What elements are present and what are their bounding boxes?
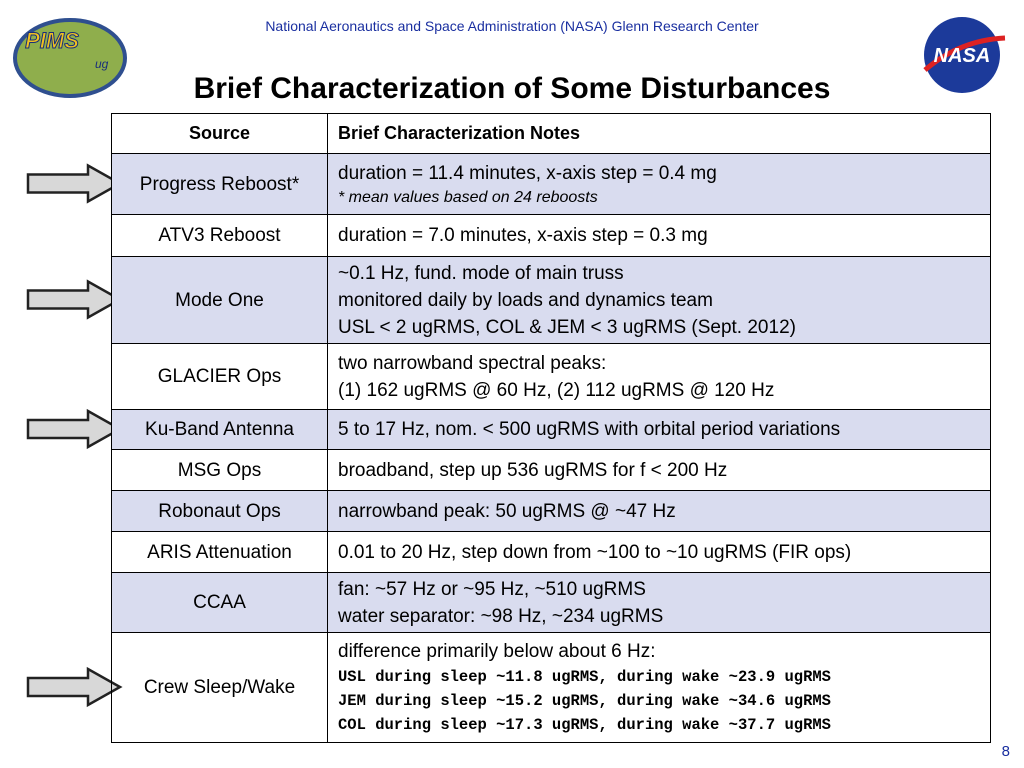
table-row: Robonaut Ops narrowband peak: 50 ugRMS @ … [111, 490, 991, 532]
pims-logo [13, 18, 127, 98]
header-cell: Source [111, 113, 328, 154]
table-row: Progress Reboost* duration = 11.4 minutes… [111, 153, 991, 215]
note-line: JEM during sleep ~15.2 ugRMS, during wak… [338, 692, 831, 710]
nasa-swoosh [923, 35, 1006, 72]
notes-cell: duration = 11.4 minutes, x-axis step = 0… [327, 153, 991, 215]
notes-cell: 0.01 to 20 Hz, step down from ~100 to ~1… [327, 531, 991, 573]
note-line: water separator: ~98 Hz, ~234 ugRMS [338, 605, 664, 627]
notes-cell: narrowband peak: 50 ugRMS @ ~47 Hz [327, 490, 991, 532]
note-line: fan: ~57 Hz or ~95 Hz, ~510 ugRMS [338, 578, 646, 600]
note-line: (1) 162 ugRMS @ 60 Hz, (2) 112 ugRMS @ 1… [338, 379, 775, 401]
notes-cell: fan: ~57 Hz or ~95 Hz, ~510 ugRMS water s… [327, 572, 991, 633]
table-row: CCAA fan: ~57 Hz or ~95 Hz, ~510 ugRMS wat… [111, 572, 991, 633]
arrow [26, 408, 123, 450]
arrow [26, 666, 123, 708]
header-row: Source Brief Characterization Notes [111, 113, 991, 154]
arrows [26, 163, 123, 708]
table-row: Ku-Band Antenna 5 to 17 Hz, nom. < 500 ug… [111, 409, 991, 450]
title: Brief Characterization of Some Disturban… [193, 72, 831, 105]
table-body: Source Brief Characterization Notes Prog… [111, 113, 991, 743]
notes-cell: duration = 7.0 minutes, x-axis step = 0.… [327, 214, 991, 257]
note-line: COL during sleep ~17.3 ugRMS, during wak… [338, 716, 831, 734]
note-line: 5 to 17 Hz, nom. < 500 ugRMS with orbita… [338, 419, 841, 440]
table-row: MSG Ops broadband, step up 536 ugRMS for … [111, 449, 991, 491]
table-row: ARIS Attenuation 0.01 to 20 Hz, step down… [111, 531, 991, 573]
source-cell: Ku-Band Antenna [111, 409, 328, 450]
note-line: two narrowband spectral peaks: [338, 352, 607, 374]
notes-cell: broadband, step up 536 ugRMS for f < 200… [327, 449, 991, 491]
note-line: narrowband peak: 50 ugRMS @ ~47 Hz [338, 500, 676, 522]
note-line: monitored daily by loads and dynamics te… [338, 289, 713, 311]
organization: National Aeronautics and Space Administr… [265, 18, 759, 34]
note-line: * mean values based on 24 reboosts [338, 188, 598, 206]
note-line: USL < 2 ugRMS, COL & JEM < 3 ugRMS (Sept… [338, 316, 796, 338]
header-cell: Brief Characterization Notes [327, 113, 991, 154]
note-line: 0.01 to 20 Hz, step down from ~100 to ~1… [338, 541, 852, 563]
table-row: Mode One ~0.1 Hz, fund. mode of main trus… [111, 256, 991, 344]
notes-cell: ~0.1 Hz, fund. mode of main truss monitor… [327, 256, 991, 344]
table-row: ATV3 Reboost duration = 7.0 minutes, x-ax… [111, 214, 991, 257]
table: Source Brief Characterization Notes Prog… [111, 113, 991, 743]
note-line: ~0.1 Hz, fund. mode of main truss [338, 262, 624, 284]
table-row: GLACIER Ops two narrowband spectral peaks… [111, 343, 991, 410]
source-cell: Robonaut Ops [111, 490, 328, 532]
source-cell: GLACIER Ops [111, 343, 328, 410]
source-cell: Progress Reboost* [111, 153, 328, 215]
source-cell: CCAA [111, 572, 328, 633]
source-cell: ATV3 Reboost [111, 214, 328, 257]
notes-cell: difference primarily below about 6 Hz: US… [327, 632, 991, 743]
source-cell: Mode One [111, 256, 328, 344]
note-line: broadband, step up 536 ugRMS for f < 200… [338, 459, 728, 481]
source-cell: Crew Sleep/Wake [111, 632, 328, 743]
source-cell: ARIS Attenuation [111, 531, 328, 573]
notes-cell: two narrowband spectral peaks: (1) 162 ug… [327, 343, 991, 410]
page-number: 8 [1001, 743, 1010, 760]
arrow [26, 279, 123, 320]
source-cell: MSG Ops [111, 449, 328, 491]
pims-logo-text: PIMS [25, 28, 79, 53]
pims-logo-sub: ug [95, 57, 109, 71]
nasa-logo-text: NASA [934, 45, 991, 67]
note-line: difference primarily below about 6 Hz: [338, 641, 656, 662]
nasa-logo [924, 17, 1000, 93]
notes-cell: 5 to 17 Hz, nom. < 500 ugRMS with orbita… [327, 409, 991, 450]
table-row: Crew Sleep/Wake difference primarily belo… [111, 632, 991, 743]
note-line: USL during sleep ~11.8 ugRMS, during wak… [338, 668, 831, 686]
note-line: duration = 7.0 minutes, x-axis step = 0.… [338, 225, 708, 246]
arrow [26, 163, 123, 204]
note-line: duration = 11.4 minutes, x-axis step = 0… [338, 162, 717, 184]
